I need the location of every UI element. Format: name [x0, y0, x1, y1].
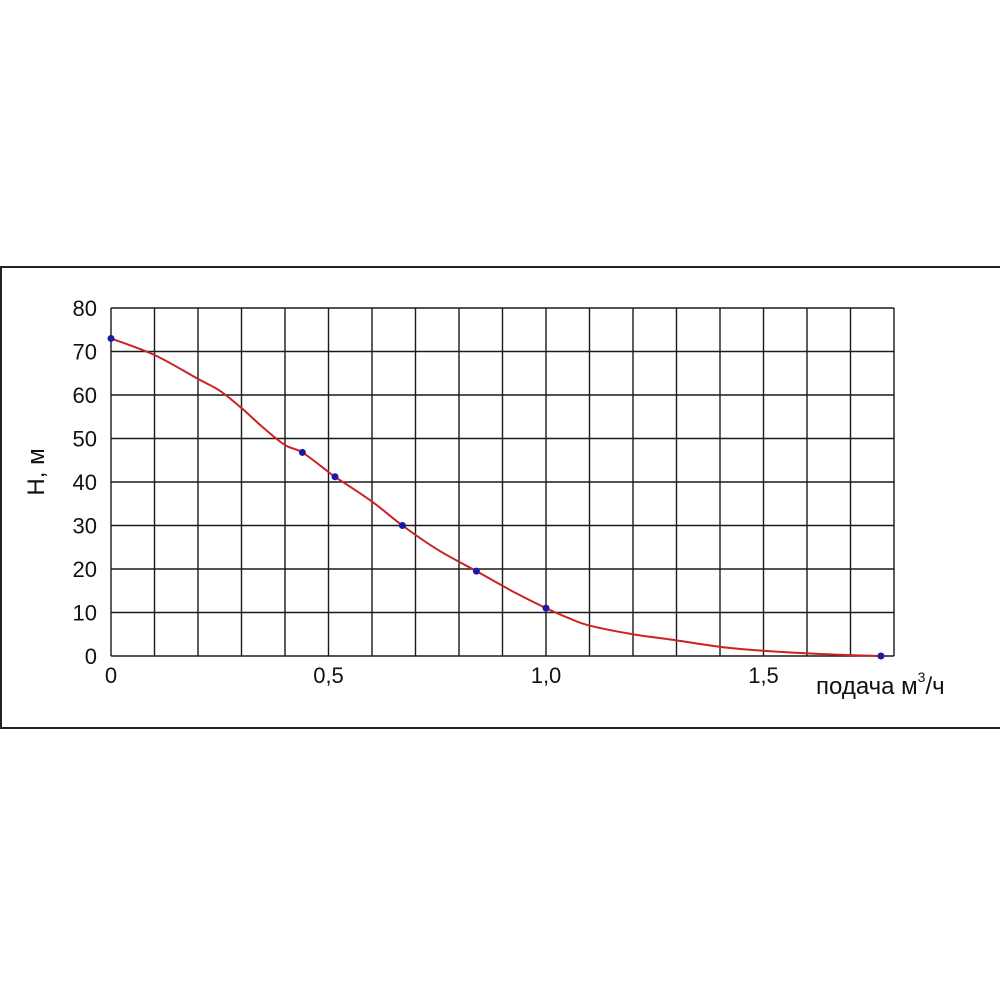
data-markers	[107, 334, 885, 660]
y-tick-labels: 0 10 20 30 40 50 60 70 80	[73, 296, 97, 669]
x-axis-title-superscript: 3	[918, 669, 926, 685]
x-tick-label: 1,0	[531, 663, 562, 688]
data-point	[298, 448, 306, 456]
y-tick-label: 30	[73, 514, 97, 539]
y-axis-title: H, м	[23, 448, 50, 495]
x-tick-label: 0,5	[313, 663, 344, 688]
y-tick-label: 0	[85, 644, 97, 669]
x-axis-title: подача м3/ч	[816, 669, 945, 700]
x-axis-title-text: подача м	[816, 673, 918, 700]
x-tick-label: 0	[105, 663, 117, 688]
data-point	[107, 334, 115, 342]
y-tick-label: 70	[73, 340, 97, 365]
y-tick-label: 80	[73, 296, 97, 321]
series-line	[110, 337, 881, 657]
grid	[110, 307, 895, 657]
data-point	[472, 567, 480, 575]
x-tick-label: 1,5	[748, 663, 779, 688]
data-point	[877, 652, 885, 660]
x-axis-title-suffix: /ч	[925, 673, 944, 700]
y-tick-label: 20	[73, 557, 97, 582]
data-point	[331, 473, 339, 481]
y-tick-label: 60	[73, 383, 97, 408]
data-point	[542, 604, 550, 612]
y-tick-label: 40	[73, 470, 97, 495]
y-tick-label: 10	[73, 601, 97, 626]
data-point	[398, 522, 406, 529]
x-tick-labels: 0 0,5 1,0 1,5	[105, 663, 779, 688]
y-tick-label: 50	[73, 427, 97, 452]
